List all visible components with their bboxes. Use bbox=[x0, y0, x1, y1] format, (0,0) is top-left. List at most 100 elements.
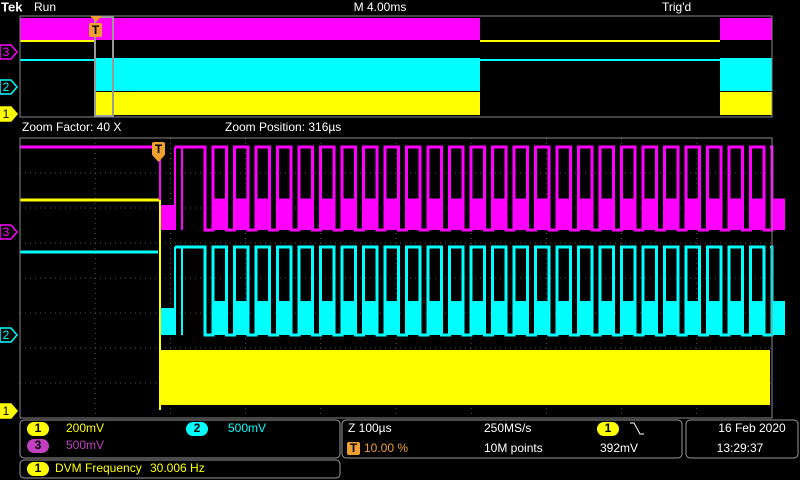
ch3-trace-band bbox=[320, 198, 334, 230]
ch3-trace-band bbox=[557, 198, 570, 230]
trigger-marker: T bbox=[155, 142, 163, 156]
record-length: 10M points bbox=[484, 441, 543, 455]
trigger-source: 1 bbox=[605, 421, 612, 435]
trigger-slope-icon bbox=[630, 422, 644, 435]
ch3-trace-band bbox=[772, 198, 785, 230]
ch2-trace-band bbox=[277, 301, 291, 335]
trigger-status: Trig'd bbox=[662, 0, 691, 14]
sample-rate: 250MS/s bbox=[484, 421, 531, 435]
measurement-panel[interactable] bbox=[19, 459, 341, 479]
trigger-badge bbox=[152, 142, 165, 156]
channel-badge bbox=[27, 422, 49, 436]
trigger-badge bbox=[89, 23, 102, 37]
marker-badge bbox=[0, 44, 18, 60]
ch2-trace-band bbox=[449, 301, 463, 335]
measurement-channel: 1 bbox=[35, 461, 42, 475]
channel-marker: 2 bbox=[3, 80, 10, 94]
trigger-arrow bbox=[90, 16, 102, 22]
ch3-trace-band bbox=[342, 198, 355, 230]
ch2-trace-band bbox=[492, 301, 506, 335]
trigger-badge bbox=[347, 442, 360, 455]
ch2-trace-band bbox=[621, 301, 635, 335]
channel-scale: 500mV bbox=[228, 421, 266, 435]
channel-marker: 3 bbox=[3, 225, 10, 239]
ch2-trace-band bbox=[320, 301, 334, 335]
ch2-trace-band bbox=[363, 301, 377, 335]
trigger-position: 10.00 % bbox=[364, 441, 408, 455]
zoom-frame bbox=[19, 137, 773, 419]
channel-markers: 3 3 2 2 1 1 bbox=[0, 44, 18, 419]
ch2-trace-band bbox=[385, 301, 398, 335]
channel-badge bbox=[27, 439, 49, 453]
ch2-trace-band bbox=[535, 301, 549, 335]
zoom-window bbox=[94, 16, 114, 117]
zoom-position: Zoom Position: 316µs bbox=[225, 120, 341, 134]
ch3-trace-band bbox=[449, 198, 463, 230]
ch2-trace-band bbox=[664, 301, 678, 335]
channel-badge bbox=[186, 422, 208, 436]
ch2-trace-band bbox=[578, 301, 592, 335]
time: 13:29:37 bbox=[717, 441, 764, 455]
ch2-band bbox=[720, 58, 772, 91]
ch2-trace-band bbox=[471, 301, 484, 335]
ch2-trace-band bbox=[299, 301, 312, 335]
channel-number: 2 bbox=[194, 421, 201, 435]
ch3-trace-band bbox=[385, 198, 398, 230]
marker-badge bbox=[0, 327, 18, 343]
run-status: Run bbox=[34, 0, 56, 14]
marker-badge bbox=[0, 224, 18, 240]
ch3-trace-band bbox=[514, 198, 527, 230]
ch3-band bbox=[720, 18, 772, 40]
channel-marker: 2 bbox=[3, 328, 10, 342]
ch3-band bbox=[20, 18, 480, 40]
acquisition-panel[interactable] bbox=[341, 419, 683, 459]
ch1-band bbox=[720, 92, 772, 115]
trigger-level: 392mV bbox=[600, 441, 638, 455]
channel-marker: 3 bbox=[3, 45, 10, 59]
measurement-label: DVM Frequency bbox=[55, 461, 142, 475]
ch3-trace-band bbox=[686, 198, 699, 230]
date: 16 Feb 2020 bbox=[718, 421, 786, 435]
ch1-band bbox=[95, 92, 480, 115]
ch3-trace-band bbox=[600, 198, 613, 230]
channel-marker: 1 bbox=[3, 404, 10, 418]
ch3-trace-band bbox=[621, 198, 635, 230]
marker-badge bbox=[0, 79, 18, 95]
ch2-trace-band bbox=[557, 301, 570, 335]
measurement-value: 30.006 Hz bbox=[150, 461, 205, 475]
brand: Tek bbox=[1, 0, 23, 14]
ch2-trace-band bbox=[729, 301, 742, 335]
ch3-trace-band bbox=[363, 198, 377, 230]
ch3-trace-band bbox=[578, 198, 592, 230]
ch3-trace-band bbox=[535, 198, 549, 230]
channel-panel[interactable] bbox=[19, 419, 341, 459]
ch3-trace-band bbox=[750, 198, 764, 230]
marker-badge bbox=[0, 403, 18, 419]
ch2-trace-band bbox=[600, 301, 613, 335]
trigger-source-badge bbox=[597, 422, 619, 436]
ch2-band bbox=[160, 308, 175, 335]
zoom-factor: Zoom Factor: 40 X bbox=[22, 120, 121, 134]
ch3-trace bbox=[175, 145, 774, 232]
ch3-trace-band bbox=[277, 198, 291, 230]
ch3-trace-band bbox=[406, 198, 420, 230]
ch2-trace-band bbox=[686, 301, 699, 335]
channel-number: 1 bbox=[35, 421, 42, 435]
ch3-trace-band bbox=[256, 198, 269, 230]
datetime-panel[interactable] bbox=[685, 419, 799, 459]
ch3-trace-band bbox=[492, 198, 506, 230]
ch3-trace-band bbox=[234, 198, 248, 230]
ch2-trace-band bbox=[707, 301, 721, 335]
ch2-trace-band bbox=[772, 301, 785, 335]
trigger-arrow bbox=[153, 156, 164, 162]
ch2-trace-band bbox=[643, 301, 656, 335]
ch3-trace-band bbox=[664, 198, 678, 230]
ch3-trace-band bbox=[428, 198, 441, 230]
ch2-trace-band bbox=[406, 301, 420, 335]
zoom-scale: Z 100µs bbox=[348, 421, 392, 435]
ch2-trace-band bbox=[342, 301, 355, 335]
marker-badge bbox=[0, 106, 18, 122]
ch2-trace bbox=[175, 245, 774, 337]
overview-waveforms bbox=[20, 18, 772, 115]
trigger-marker: T bbox=[92, 23, 100, 37]
